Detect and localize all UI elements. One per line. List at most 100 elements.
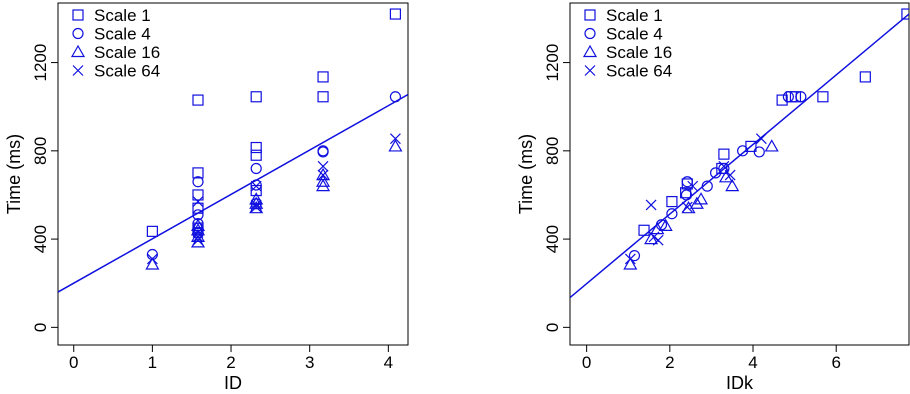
y-tick-label: 0 [31,323,50,332]
data-point-triangle [249,196,264,209]
y-tick-label: 800 [31,137,50,165]
data-point-triangle [316,178,331,192]
data-point-x [146,253,158,265]
data-point-square [817,91,829,103]
y-tick-label: 1200 [543,44,562,82]
x-tick-label: 2 [665,353,674,372]
data-point-circle [782,91,794,103]
legend-marker-x [584,65,596,76]
x-tick-label: 3 [305,353,314,372]
data-point-x [250,201,262,213]
legend-label: Scale 16 [94,43,160,62]
data-point-triangle [658,218,673,231]
x-tick-label: 6 [831,353,840,372]
data-point-square [718,148,730,160]
data-point-triangle [644,231,659,245]
data-point-triangle [190,235,206,248]
data-point-circle [753,146,765,158]
x-tick-label: 0 [69,353,78,372]
data-point-square [901,8,909,20]
data-point-circle [680,189,693,201]
legend-label: Scale 1 [606,6,663,25]
legend-label: Scale 4 [606,25,663,44]
legend-marker-square [584,9,596,21]
data-point-triangle [689,196,704,209]
y-tick-label: 0 [543,323,562,332]
data-point-x [192,231,204,243]
data-point-circle [250,162,262,175]
data-point-x [624,253,636,265]
data-point-triangle [388,139,403,152]
data-point-square [250,91,262,103]
data-point-triangle [764,139,779,152]
data-point-square [389,8,402,20]
y-tick-label: 400 [31,225,50,253]
data-point-circle [250,179,262,191]
y-tick-label: 800 [543,137,562,165]
data-point-x [192,196,204,208]
data-point-circle [628,250,641,262]
data-point-circle [737,145,749,157]
x-tick-label: 2 [226,353,235,372]
data-point-square [776,94,788,106]
plot-frame [569,2,910,346]
x-axis-title: ID [224,373,242,393]
legend-label: Scale 1 [94,6,151,25]
data-point-triangle [623,257,638,270]
legend-marker-square [72,9,84,21]
data-point-square [192,202,204,214]
legend-marker-triangle [70,44,86,58]
data-point-square [146,225,158,237]
data-point-square [192,189,204,201]
data-point-square [666,195,678,208]
data-point-square [317,71,329,83]
data-point-x [250,180,262,192]
data-point-x [724,169,736,181]
data-point-circle [681,176,693,188]
legend-marker-triangle [582,44,598,58]
x-axis-title: IDk [726,373,754,393]
regression-line [58,93,408,293]
data-point-x [681,201,693,213]
y-tick-label: 1200 [31,44,50,82]
data-point-circle [389,91,402,103]
data-point-circle [795,91,807,103]
data-point-square [789,91,802,103]
legend-label: Scale 4 [94,25,151,44]
y-tick-label: 400 [543,225,562,253]
y-axis-title: Time (ms) [516,134,536,214]
data-point-circle [701,180,713,192]
data-point-x [317,169,329,181]
data-point-x [250,199,262,211]
data-point-triangle [725,178,740,192]
data-point-square [250,149,262,161]
data-point-circle [192,176,204,188]
data-point-triangle [316,174,331,187]
data-point-triangle [693,192,709,205]
legend-marker-x [72,65,84,76]
x-tick-label: 4 [748,353,757,372]
data-layer [58,8,408,293]
y-axis-title: Time (ms) [4,134,24,214]
regression-line [570,13,909,299]
x-tick-label: 4 [384,353,393,372]
data-point-x [755,133,767,145]
legend-marker-circle [584,27,596,40]
data-point-x [687,180,699,192]
legend-marker-circle [72,27,84,40]
data-point-x [652,234,664,246]
plot-frame [57,2,409,346]
x-tick-label: 0 [582,353,591,372]
data-point-x [645,199,657,211]
legend-label: Scale 16 [606,43,672,62]
data-point-x [192,234,204,246]
data-point-square [859,71,871,83]
data-point-square [192,94,204,106]
data-point-x [389,133,401,145]
data-point-square [638,224,650,236]
data-layer [570,8,909,299]
